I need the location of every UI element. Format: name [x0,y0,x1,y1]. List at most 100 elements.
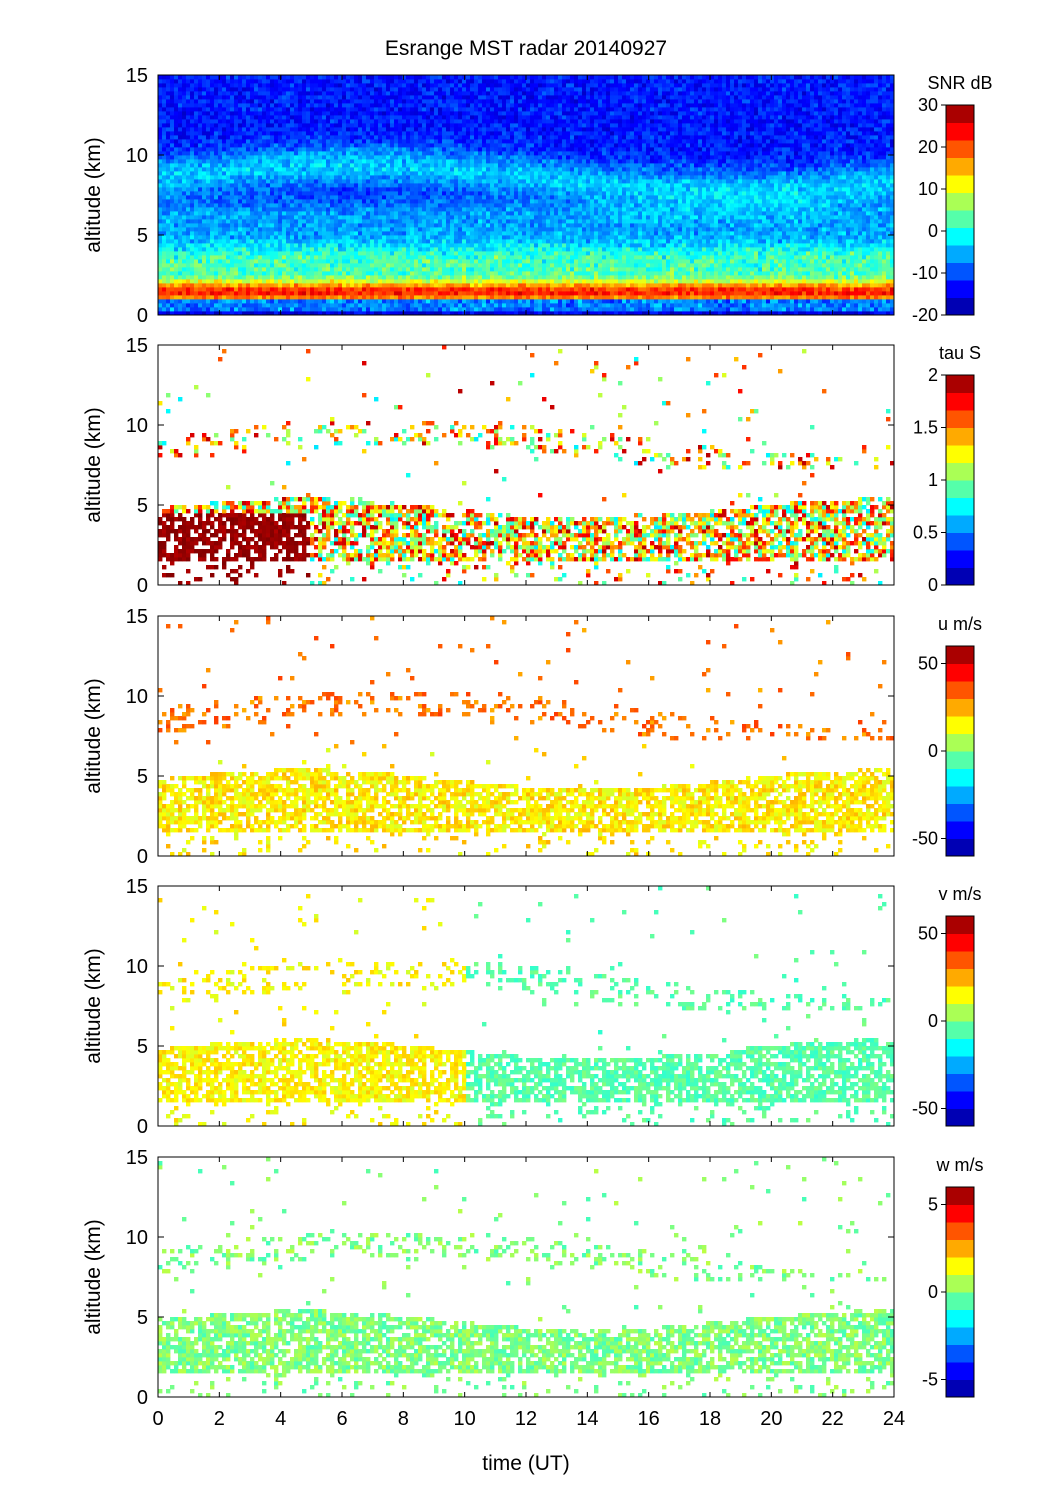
heatmap-cell [438,175,443,180]
heatmap-cell [238,179,243,184]
heatmap-cell [242,235,247,240]
heatmap-cell [258,123,263,128]
heatmap-cell [346,147,351,152]
heatmap-cell [158,167,163,172]
heatmap-cell [426,231,431,236]
heatmap-cell [298,239,303,244]
heatmap-cell [214,175,219,180]
heatmap-cell [158,151,163,156]
heatmap-cell [478,199,483,204]
heatmap-cell [242,247,247,252]
heatmap-cell [262,199,267,204]
heatmap-cell [434,159,439,164]
heatmap-cell [438,147,443,152]
heatmap-cell [290,259,295,264]
heatmap-cell [414,215,419,220]
heatmap-cell [410,175,415,180]
heatmap-cell [382,131,387,136]
heatmap-cell [158,95,163,100]
heatmap-cell [290,127,295,132]
heatmap-cell [402,171,407,176]
heatmap-cell [426,219,431,224]
heatmap-cell [274,171,279,176]
heatmap-cell [278,223,283,228]
heatmap-cell [238,291,243,296]
heatmap-cell [282,239,287,244]
heatmap-cell [490,279,495,284]
heatmap-cell [290,171,295,176]
heatmap-cell [474,287,479,292]
heatmap-cell [482,291,487,296]
heatmap-cell [458,251,463,256]
heatmap-cell [350,183,355,188]
heatmap-cell [186,259,191,264]
heatmap-cell [390,155,395,160]
heatmap-cell [318,227,323,232]
heatmap-cell [346,167,351,172]
heatmap-cell [366,171,371,176]
heatmap-cell [454,107,459,112]
heatmap-cell [378,87,383,92]
heatmap-cell [474,235,479,240]
heatmap-cell [310,279,315,284]
heatmap-cell [242,291,247,296]
heatmap-cell [330,295,335,300]
heatmap-cell [206,75,211,80]
heatmap-cell [418,235,423,240]
heatmap-cell [374,255,379,260]
heatmap-cell [210,203,215,208]
heatmap-cell [198,227,203,232]
heatmap-cell [234,299,239,304]
heatmap-cell [266,235,271,240]
heatmap-cell [354,135,359,140]
heatmap-cell [482,187,487,192]
heatmap-cell [422,295,427,300]
heatmap-cell [362,247,367,252]
heatmap-cell [186,251,191,256]
heatmap-cell [338,187,343,192]
heatmap-cell [222,151,227,156]
heatmap-cell [474,263,479,268]
heatmap-cell [442,79,447,84]
heatmap-cell [294,143,299,148]
heatmap-cell [166,267,171,272]
heatmap-cell [302,115,307,120]
heatmap-cell [426,307,431,312]
heatmap-cell [462,247,467,252]
heatmap-cell [442,187,447,192]
heatmap-cell [410,223,415,228]
heatmap-cell [206,191,211,196]
heatmap-cell [258,75,263,80]
heatmap-cell [314,75,319,80]
heatmap-cell [294,87,299,92]
heatmap-cell [230,215,235,220]
heatmap-cell [198,299,203,304]
heatmap-cell [254,219,259,224]
heatmap-cell [330,155,335,160]
heatmap-cell [166,131,171,136]
heatmap-cell [458,183,463,188]
heatmap-cell [174,203,179,208]
heatmap-cell [370,203,375,208]
heatmap-cell [266,127,271,132]
heatmap-cell [254,227,259,232]
heatmap-cell [366,123,371,128]
heatmap-cell [374,131,379,136]
heatmap-cell [378,99,383,104]
heatmap-cell [370,299,375,304]
heatmap-cell [246,299,251,304]
heatmap-cell [322,267,327,272]
heatmap-cell [246,99,251,104]
heatmap-cell [282,187,287,192]
heatmap-cell [190,99,195,104]
heatmap-cell [390,219,395,224]
heatmap-cell [174,135,179,140]
heatmap-cell [446,231,451,236]
heatmap-cell [198,123,203,128]
heatmap-cell [430,171,435,176]
heatmap-cell [386,111,391,116]
heatmap-cell [290,83,295,88]
heatmap-cell [330,115,335,120]
heatmap-cell [270,75,275,80]
heatmap-cell [338,207,343,212]
